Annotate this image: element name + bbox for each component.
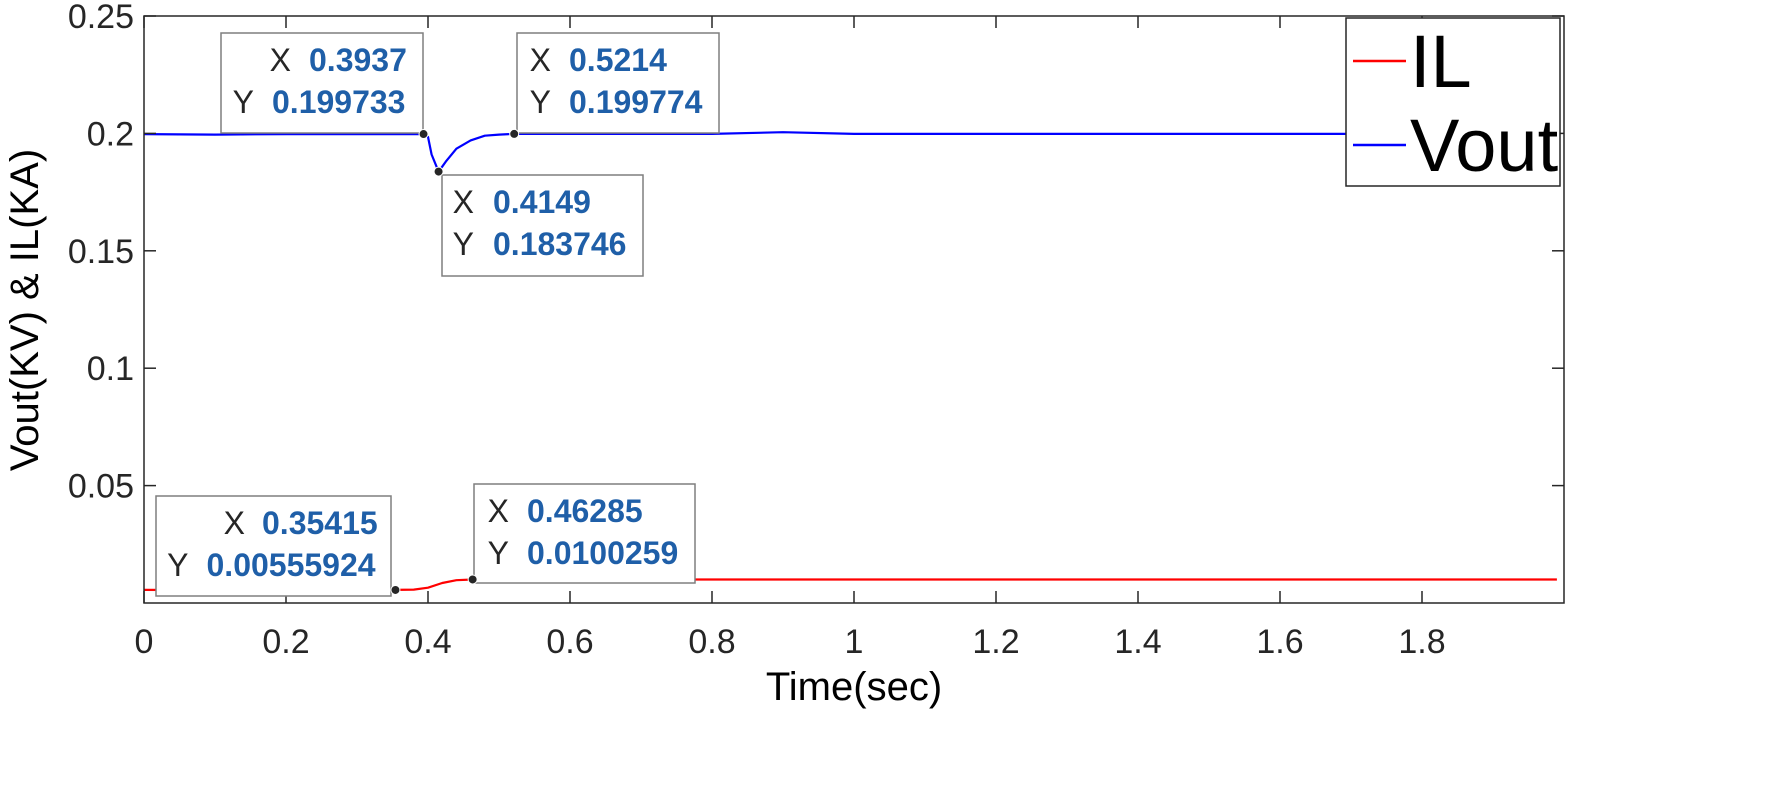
x-tick-label: 1 — [845, 623, 864, 661]
datatip-box — [441, 174, 644, 277]
datatip-x-value: 0.35415 — [262, 505, 378, 541]
datatip-y-key: Y — [488, 535, 509, 571]
datatip-x-value: 0.3937 — [309, 42, 407, 78]
datatip-y-value: 0.00555924 — [207, 547, 376, 583]
x-tick-label: 1.8 — [1398, 623, 1445, 661]
x-tick-label: 0 — [135, 623, 154, 661]
datatip-x-value: 0.46285 — [527, 493, 643, 529]
datatip-y-value: 0.199733 — [272, 84, 405, 120]
datatip[interactable]: X 0.46285 Y 0.0100259 — [467, 483, 696, 585]
datatip-x-value: 0.5214 — [569, 42, 667, 78]
datatip-x-key: X — [488, 493, 509, 529]
x-tick-label: 0.2 — [262, 623, 309, 661]
datatips-layer[interactable]: X 0.3937 Y 0.199733 X 0.4149 Y 0.183746 X 0.5214 Y… — [155, 32, 720, 597]
datatip-marker — [433, 166, 444, 177]
x-tick-label: 0.8 — [688, 623, 735, 661]
datatip-box — [473, 483, 696, 584]
datatip-y-value: 0.199774 — [569, 84, 703, 120]
legend-label-il: IL — [1410, 20, 1472, 103]
datatip-marker — [467, 574, 478, 585]
ticks-layer: 0 0.2 0.4 0.6 0.8 1 1.2 1.4 1.6 1.8 0.05 0.1 0.15 0.2… — [68, 0, 1564, 661]
datatip-y-value: 0.0100259 — [527, 535, 678, 571]
y-axis-title: Vout(KV) & IL(KA) — [3, 149, 47, 471]
datatip[interactable]: X 0.4149 Y 0.183746 — [433, 166, 644, 277]
datatip-box — [220, 32, 424, 134]
datatip[interactable]: X 0.35415 Y 0.00555924 — [155, 495, 401, 597]
datatip-marker — [509, 128, 520, 139]
datatip-marker — [390, 584, 401, 595]
x-tick-label: 1.4 — [1114, 623, 1161, 661]
datatip-box — [155, 495, 392, 597]
y-tick-label: 0.1 — [87, 350, 134, 388]
x-axis-title: Time(sec) — [766, 665, 942, 709]
datatip-x-key: X — [270, 42, 291, 78]
datatip-y-value: 0.183746 — [493, 226, 626, 262]
datatip-box — [516, 32, 720, 134]
x-tick-label: 1.2 — [972, 623, 1019, 661]
y-tick-label: 0.15 — [68, 233, 134, 271]
y-tick-label: 0.05 — [68, 468, 134, 506]
datatip-x-key: X — [530, 42, 551, 78]
legend-box — [1345, 17, 1561, 187]
legend-label-vout: Vout — [1410, 104, 1559, 187]
datatip-marker — [418, 129, 429, 140]
y-tick-label: 0.2 — [87, 115, 134, 153]
datatip-y-key: Y — [453, 226, 474, 262]
series-line-vout — [143, 131, 1557, 173]
datatip-x-key: X — [224, 505, 245, 541]
y-tick-label: 0.25 — [68, 0, 134, 36]
datatip-y-key: Y — [167, 547, 188, 583]
datatip-x-key: X — [453, 184, 474, 220]
x-tick-label: 0.6 — [546, 623, 593, 661]
datatip-x-value: 0.4149 — [493, 184, 591, 220]
x-tick-label: 1.6 — [1256, 623, 1303, 661]
x-tick-label: 0.4 — [404, 623, 451, 661]
datatip-y-key: Y — [530, 84, 551, 120]
datatip[interactable]: X 0.3937 Y 0.199733 — [220, 32, 429, 140]
datatip-y-key: Y — [233, 84, 254, 120]
datatip[interactable]: X 0.5214 Y 0.199774 — [509, 32, 720, 139]
